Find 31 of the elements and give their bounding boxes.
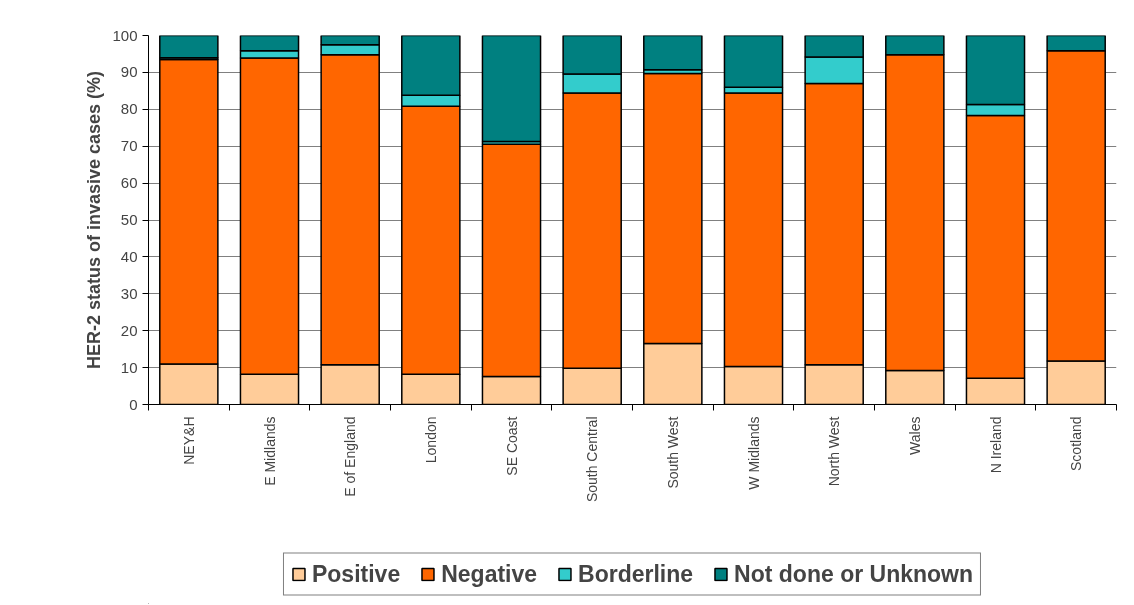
bar bbox=[643, 35, 703, 71]
legend-label: Negative bbox=[441, 560, 538, 588]
x-tick-label: E of England bbox=[342, 416, 359, 497]
y-tick-label: 60 bbox=[120, 174, 138, 192]
y-tick-label: 10 bbox=[120, 358, 138, 376]
x-tick-label: South Central bbox=[584, 416, 601, 503]
y-tick-label: 30 bbox=[120, 284, 138, 302]
y-axis-title: HER-2 status of invasive cases (%) bbox=[84, 70, 105, 370]
x-tick-label: SE Coast bbox=[503, 416, 520, 476]
bar bbox=[159, 35, 219, 59]
x-tick-label: NEY&H bbox=[180, 416, 197, 465]
y-tick-label: 20 bbox=[120, 321, 138, 339]
y-tick-label: 100 bbox=[112, 26, 138, 44]
x-tick-label: Scotland bbox=[1068, 416, 1085, 471]
x-tick-label: E Midlands bbox=[261, 416, 278, 486]
x-tick-label: N Ireland bbox=[987, 416, 1004, 474]
legend-label: Positive bbox=[311, 560, 401, 588]
x-tick-label: Wales bbox=[906, 416, 923, 455]
y-tick-label: 90 bbox=[120, 63, 138, 81]
y-tick-label: 0 bbox=[129, 395, 138, 413]
y-tick-label: 40 bbox=[120, 247, 138, 265]
y-tick-label: 80 bbox=[120, 100, 138, 118]
legend-label: Borderline bbox=[578, 560, 694, 588]
x-tick-label: W Midlands bbox=[745, 416, 762, 490]
x-tick-label: North West bbox=[826, 416, 843, 487]
legend-label: Not done or Unknown bbox=[734, 560, 974, 588]
bar bbox=[481, 35, 542, 143]
x-tick-label: London bbox=[422, 416, 439, 464]
x-tick-label: South West bbox=[664, 416, 681, 489]
y-tick-label: 70 bbox=[120, 137, 138, 155]
y-tick-label: 50 bbox=[120, 211, 138, 228]
